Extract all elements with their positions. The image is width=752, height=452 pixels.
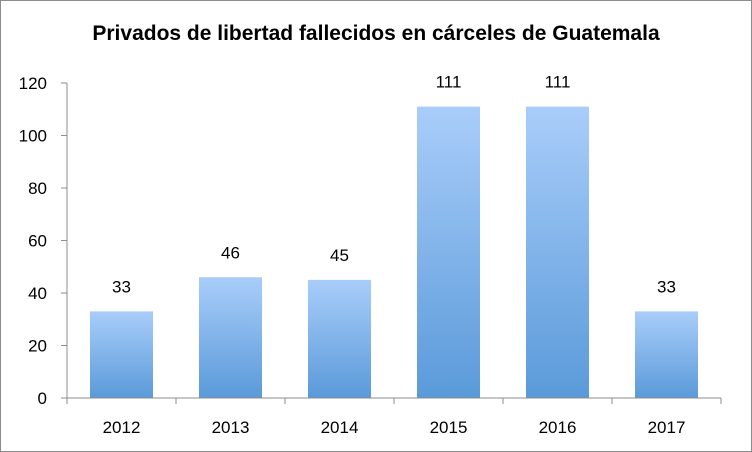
data-label-2012: 33 bbox=[112, 277, 131, 296]
data-label-2014: 45 bbox=[330, 246, 349, 265]
y-tick-label-100: 100 bbox=[19, 127, 47, 146]
x-tick-label-2017: 2017 bbox=[648, 418, 686, 437]
bars bbox=[90, 106, 698, 398]
y-tick-label-40: 40 bbox=[28, 284, 47, 303]
y-tick-label-120: 120 bbox=[19, 74, 47, 93]
data-label-2017: 33 bbox=[657, 277, 676, 296]
x-tick-label-2012: 2012 bbox=[103, 418, 141, 437]
x-tick-label-2013: 2013 bbox=[212, 418, 250, 437]
chart-title: Privados de libertad fallecidos en cárce… bbox=[92, 22, 660, 45]
y-tick-label-60: 60 bbox=[28, 232, 47, 251]
bar-2015 bbox=[417, 106, 480, 398]
bar-2016 bbox=[526, 106, 589, 398]
y-tick-label-20: 20 bbox=[28, 337, 47, 356]
bar-2012 bbox=[90, 311, 153, 398]
axes bbox=[61, 82, 722, 404]
y-tick-label-0: 0 bbox=[38, 389, 47, 408]
data-label-2016: 111 bbox=[545, 73, 571, 92]
x-tick-label-2016: 2016 bbox=[539, 418, 577, 437]
data-label-2013: 46 bbox=[221, 243, 240, 262]
labels: 33 2012 46 2013 45 2014 111 2015 111 2016 33 2017 0 2… bbox=[19, 73, 686, 437]
x-tick-label-2014: 2014 bbox=[321, 418, 359, 437]
bar-2014 bbox=[308, 279, 371, 398]
bar-2013 bbox=[199, 277, 262, 398]
bar-2017 bbox=[635, 311, 698, 398]
x-tick-label-2015: 2015 bbox=[430, 418, 468, 437]
data-label-2015: 111 bbox=[436, 73, 462, 92]
y-tick-label-80: 80 bbox=[28, 179, 47, 198]
